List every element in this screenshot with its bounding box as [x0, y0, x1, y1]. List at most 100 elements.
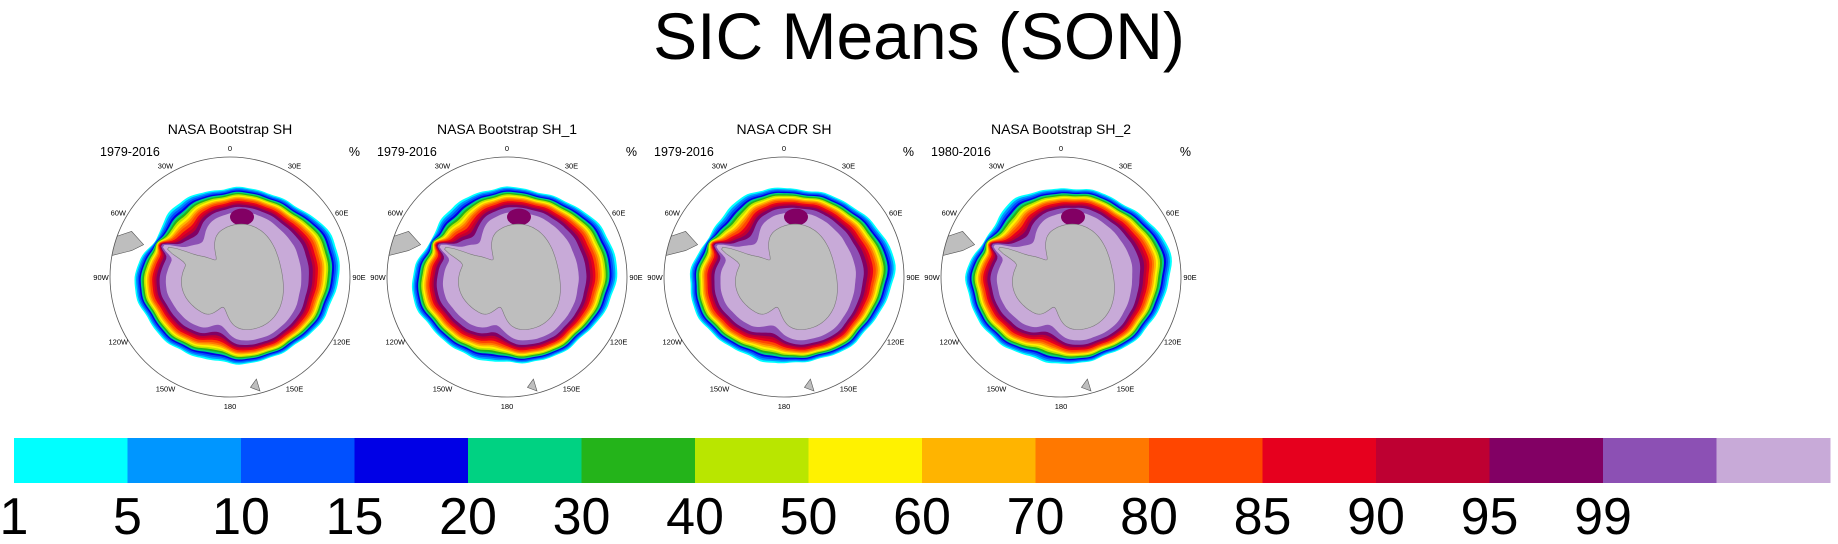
panel-title: NASA CDR SH: [737, 121, 832, 137]
colorbar-label: 80: [1120, 488, 1178, 544]
high-sic-patch: [784, 208, 808, 226]
lon-label: 30E: [288, 161, 301, 170]
panel-years: 1979-2016: [377, 145, 437, 159]
colorbar-label: 90: [1347, 488, 1405, 544]
lon-label: 150E: [286, 385, 304, 394]
lon-label: 60W: [111, 209, 127, 218]
lon-label: 90W: [924, 273, 940, 282]
map-border: [940, 156, 1182, 398]
panel-years: 1979-2016: [100, 145, 160, 159]
lon-label: 180: [224, 402, 237, 411]
lon-label: 120E: [610, 338, 628, 347]
lon-label: 120W: [109, 338, 130, 347]
lon-label: 30E: [842, 161, 855, 170]
lon-label: 150E: [563, 385, 581, 394]
panel-units: %: [349, 145, 360, 159]
colorbar-label: 20: [439, 488, 497, 544]
high-sic-patch: [1061, 208, 1085, 226]
lon-label: 90E: [1183, 273, 1196, 282]
lon-label: 30E: [1119, 161, 1132, 170]
panel-units: %: [903, 145, 914, 159]
lon-label: 30W: [158, 161, 174, 170]
colorbar-box: [581, 438, 696, 483]
colorbar-label: 10: [212, 488, 270, 544]
lon-label: 90E: [906, 273, 919, 282]
lon-label: 90W: [93, 273, 109, 282]
colorbar-label: 60: [893, 488, 951, 544]
colorbar-label: 85: [1234, 488, 1292, 544]
lon-label: 30W: [712, 161, 728, 170]
colorbar-box: [922, 438, 1036, 483]
map-panel-2: 0 30E 60E 90E 120E 150E 180 150W 120W 90W 60W 30W NA…: [370, 121, 642, 411]
antarctica-land: [167, 223, 284, 330]
colorbar-label: 5: [113, 488, 142, 544]
map-panel-1: 0 30E 60E 90E 120E 150E 180 150W 120W 90W 60W 30W NA…: [93, 121, 365, 411]
lon-label: 90E: [629, 273, 642, 282]
colorbar-label: 95: [1461, 488, 1519, 544]
colorbar-box: [1149, 438, 1263, 483]
colorbar-box: [468, 438, 582, 483]
lon-label: 120E: [887, 338, 905, 347]
map-border: [663, 156, 905, 398]
colorbar-box: [127, 438, 242, 483]
lon-label: 60W: [388, 209, 404, 218]
map-border: [386, 156, 628, 398]
lon-label: 60E: [612, 209, 625, 218]
colorbar-box: [1716, 438, 1831, 483]
lon-label: 150W: [987, 385, 1008, 394]
lon-label: 90E: [352, 273, 365, 282]
lon-label: 30E: [565, 161, 578, 170]
lon-label: 150E: [840, 385, 858, 394]
colorbar-label: 70: [1007, 488, 1065, 544]
lon-label: 0: [1059, 144, 1063, 153]
colorbar-box: [14, 438, 128, 483]
lon-label: 0: [505, 144, 509, 153]
colorbar-label: 40: [666, 488, 724, 544]
panel-years: 1979-2016: [654, 145, 714, 159]
map-panel-4: 0 30E 60E 90E 120E 150E 180 150W 120W 90W 60W 30W NA…: [924, 121, 1196, 411]
lon-label: 0: [228, 144, 232, 153]
colorbar: 1 5 10 15 20 30 40 50 60 70 80 85 90 95 99: [0, 438, 1831, 544]
colorbar-box: [241, 438, 355, 483]
colorbar-label: 50: [780, 488, 838, 544]
lon-label: 180: [1055, 402, 1068, 411]
colorbar-label: 15: [326, 488, 384, 544]
lon-label: 90W: [370, 273, 386, 282]
colorbar-box: [1489, 438, 1604, 483]
colorbar-box: [1035, 438, 1150, 483]
lon-label: 120E: [1164, 338, 1182, 347]
colorbar-box: [1262, 438, 1377, 483]
panel-title: NASA Bootstrap SH_2: [991, 121, 1131, 137]
new-zealand-land: [1080, 378, 1092, 392]
lon-label: 180: [778, 402, 791, 411]
lon-label: 120W: [386, 338, 407, 347]
lon-label: 60W: [942, 209, 958, 218]
antarctica-land: [721, 223, 838, 330]
panel-title: NASA Bootstrap SH_1: [437, 121, 577, 137]
lon-label: 150W: [433, 385, 454, 394]
lon-label: 60W: [665, 209, 681, 218]
lon-label: 60E: [889, 209, 902, 218]
antarctica-land: [998, 223, 1115, 330]
colorbar-box: [1603, 438, 1717, 483]
lon-label: 90W: [647, 273, 663, 282]
colorbar-label: 99: [1574, 488, 1632, 544]
lon-label: 180: [501, 402, 514, 411]
colorbar-label: 30: [553, 488, 611, 544]
main-title: SIC Means (SON): [653, 0, 1185, 73]
lon-label: 60E: [335, 209, 348, 218]
lon-label: 120E: [333, 338, 351, 347]
panel-years: 1980-2016: [931, 145, 991, 159]
lon-label: 60E: [1166, 209, 1179, 218]
new-zealand-land: [249, 378, 261, 392]
panel-units: %: [1180, 145, 1191, 159]
high-sic-patch: [507, 208, 531, 226]
new-zealand-land: [803, 378, 815, 392]
lon-label: 120W: [663, 338, 684, 347]
map-panel-3: 0 30E 60E 90E 120E 150E 180 150W 120W 90W 60W 30W NA…: [647, 121, 919, 411]
lon-label: 120W: [940, 338, 961, 347]
map-panels: 0 30E 60E 90E 120E 150E 180 150W 120W 90W 60W 30W NA…: [93, 121, 1196, 411]
panel-title: NASA Bootstrap SH: [168, 121, 293, 137]
lon-label: 0: [782, 144, 786, 153]
colorbar-box: [1376, 438, 1490, 483]
